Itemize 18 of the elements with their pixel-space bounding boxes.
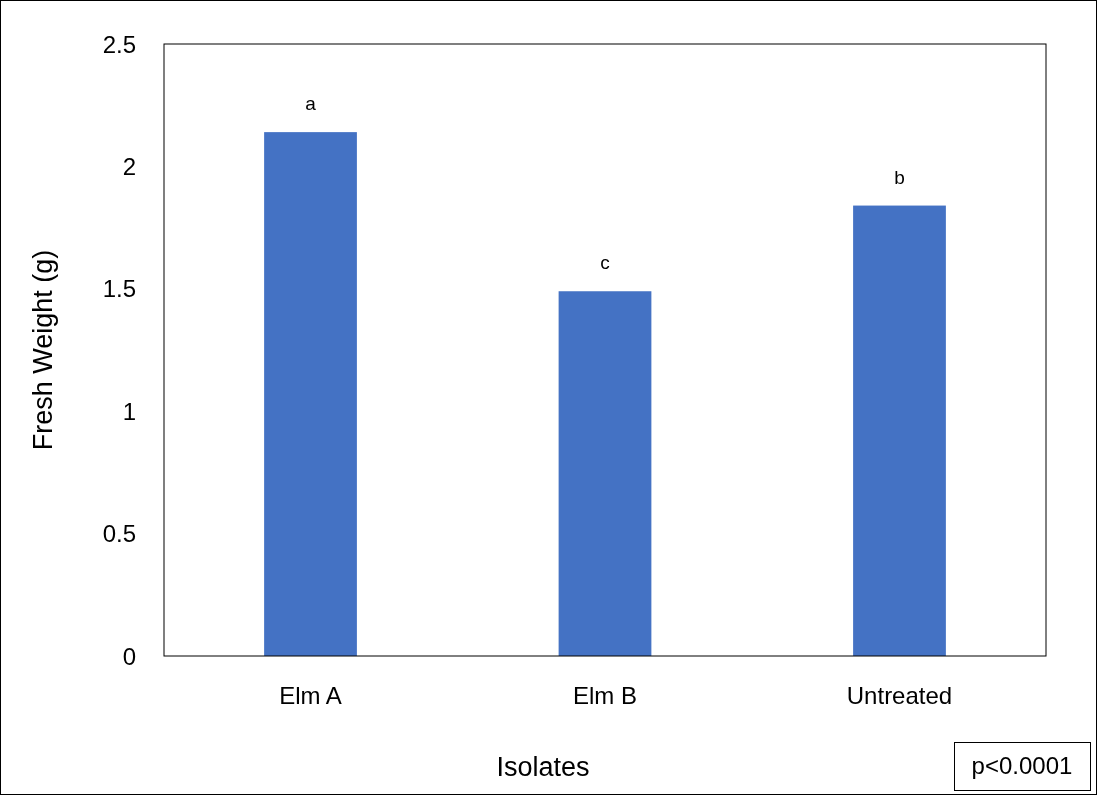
annotation: c — [600, 252, 610, 274]
x-tick-label: Elm A — [279, 682, 342, 709]
bar — [853, 205, 946, 656]
bar — [264, 132, 357, 656]
y-tick-label: 2 — [122, 152, 136, 180]
y-tick-label: 0.5 — [102, 520, 136, 548]
x-tick-label: Untreated — [846, 682, 953, 709]
x-tick-label: Elm B — [572, 682, 638, 709]
y-axis-title: Fresh Weight (g) — [28, 249, 58, 451]
y-tick-label: 2.5 — [102, 30, 136, 58]
bar — [558, 291, 652, 656]
y-tick-label: 1 — [122, 397, 136, 425]
x-axis-title: Isolates — [496, 752, 590, 782]
y-tick-label: 1.5 — [102, 275, 136, 303]
y-tick-label: 0 — [122, 642, 136, 670]
annotation: b — [894, 166, 905, 188]
text: p<0.0001 — [971, 752, 1073, 779]
annotation: a — [305, 93, 317, 115]
